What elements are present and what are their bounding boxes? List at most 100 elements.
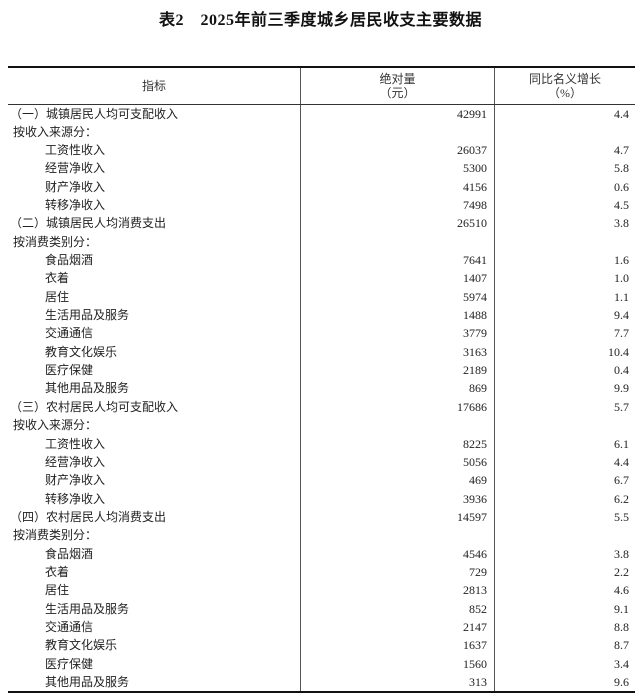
row-label: 生活用品及服务 [45,308,130,323]
row-growth-value: 6.1 [494,434,635,453]
row-label: （四）农村居民人均消费支出 [10,509,167,524]
row-absolute-value: 313 [300,672,495,693]
row-absolute-value: 7641 [300,250,495,270]
table-row: 财产净收入 469 6.7 [8,471,635,490]
row-growth-value: 2.2 [494,562,635,582]
table-row: 生活用品及服务 1488 9.4 [8,305,635,325]
row-label: 经营净收入 [45,454,106,469]
row-absolute-value: 852 [300,599,495,618]
row-absolute-value: 4156 [300,177,495,196]
row-label: 财产净收入 [45,179,106,194]
row-growth-value: 9.6 [494,672,635,693]
row-growth-value: 10.4 [494,342,635,361]
row-label: 交通通信 [45,326,94,341]
row-label: 医疗保健 [45,656,94,671]
row-growth-value: 6.2 [494,489,635,508]
row-growth-value [494,122,635,141]
row-absolute-value: 1407 [300,269,495,288]
row-growth-value: 7.7 [494,324,635,343]
row-absolute-value: 5300 [300,159,495,178]
row-absolute-value: 7498 [300,195,495,215]
row-growth-value: 8.7 [494,636,635,655]
row-label: 医疗保健 [45,363,94,378]
row-absolute-value: 8225 [300,434,495,453]
table-row: 按收入来源分： [8,122,635,141]
row-growth-value: 3.8 [494,214,635,233]
row-absolute-value [300,232,495,251]
row-label: 其他用品及服务 [45,381,130,396]
table-row: 按消费类别分： [8,526,635,545]
row-label: 交通通信 [45,619,94,634]
row-absolute-value: 5056 [300,452,495,472]
row-absolute-value: 3163 [300,342,495,361]
row-growth-value: 3.8 [494,544,635,563]
row-growth-value: 0.6 [494,177,635,196]
row-absolute-value: 14597 [300,507,495,527]
row-label: （二）城镇居民人均消费支出 [10,216,167,231]
table-row: 交通通信 3779 7.7 [8,324,635,343]
row-label: 衣着 [45,271,70,286]
row-absolute-value [300,416,495,435]
table-row: 转移净收入 7498 4.5 [8,195,635,215]
table-row: 工资性收入 26037 4.7 [8,140,635,160]
row-label: （三）农村居民人均可支配收入 [10,399,179,414]
table-row: 医疗保健 1560 3.4 [8,654,635,673]
row-absolute-value: 26510 [300,214,495,233]
row-growth-value: 3.4 [494,654,635,673]
row-absolute-value: 3779 [300,324,495,343]
table-row: 居住 2813 4.6 [8,581,635,600]
row-label: 按收入来源分： [13,124,98,139]
row-label: 食品烟酒 [45,253,94,268]
table-row: 食品烟酒 4546 3.8 [8,544,635,563]
table-row: 工资性收入 8225 6.1 [8,434,635,453]
row-label: 工资性收入 [45,143,106,158]
row-growth-value: 5.5 [494,507,635,527]
table-row: 居住 5974 1.1 [8,287,635,306]
table-row: 医疗保健 2189 0.4 [8,360,635,380]
table-row: 衣着 1407 1.0 [8,269,635,288]
row-absolute-value: 4546 [300,544,495,563]
row-label: 居住 [45,289,70,304]
row-growth-value: 1.0 [494,269,635,288]
row-growth-value: 4.4 [494,104,635,123]
row-absolute-value: 729 [300,562,495,582]
header-absolute: 绝对量 （元） [300,66,495,105]
table-row: 其他用品及服务 313 9.6 [8,672,635,693]
row-label: 转移净收入 [45,491,106,506]
table-body: （一）城镇居民人均可支配收入 42991 4.4 按收入来源分： 工资性收入 26037 4… [8,104,635,693]
row-absolute-value: 5974 [300,287,495,306]
header-growth-unit: （%） [548,85,582,100]
table-row: 其他用品及服务 869 9.9 [8,379,635,398]
row-growth-value: 8.8 [494,617,635,637]
row-label: 工资性收入 [45,436,106,451]
row-absolute-value: 2147 [300,617,495,637]
row-growth-value: 1.6 [494,250,635,270]
row-growth-value: 4.5 [494,195,635,215]
row-label: 食品烟酒 [45,546,94,561]
header-growth: 同比名义增长 （%） [494,66,635,105]
header-absolute-label: 绝对量 [379,71,416,86]
row-label: 财产净收入 [45,473,106,488]
row-absolute-value [300,526,495,545]
row-label: 生活用品及服务 [45,601,130,616]
table-header-row: 指标 绝对量 （元） 同比名义增长 （%） [8,66,635,105]
data-table: 指标 绝对量 （元） 同比名义增长 （%） （一）城镇居民人均可支配收入 4299… [8,66,635,693]
row-absolute-value: 17686 [300,397,495,416]
table-row: 财产净收入 4156 0.6 [8,177,635,196]
table-row: 教育文化娱乐 1637 8.7 [8,636,635,655]
row-growth-value: 1.1 [494,287,635,306]
table-row: 教育文化娱乐 3163 10.4 [8,342,635,361]
row-label: 按消费类别分： [13,234,98,249]
row-label: 居住 [45,583,70,598]
row-growth-value: 4.6 [494,581,635,600]
row-label: 按消费类别分： [13,528,98,543]
row-label: 转移净收入 [45,198,106,213]
row-label: 按收入来源分： [13,418,98,433]
row-growth-value: 6.7 [494,471,635,490]
row-absolute-value: 869 [300,379,495,398]
header-absolute-unit: （元） [379,85,416,100]
table-row: 经营净收入 5300 5.8 [8,159,635,178]
table-row: 生活用品及服务 852 9.1 [8,599,635,618]
row-growth-value: 9.4 [494,305,635,325]
row-absolute-value: 42991 [300,104,495,123]
